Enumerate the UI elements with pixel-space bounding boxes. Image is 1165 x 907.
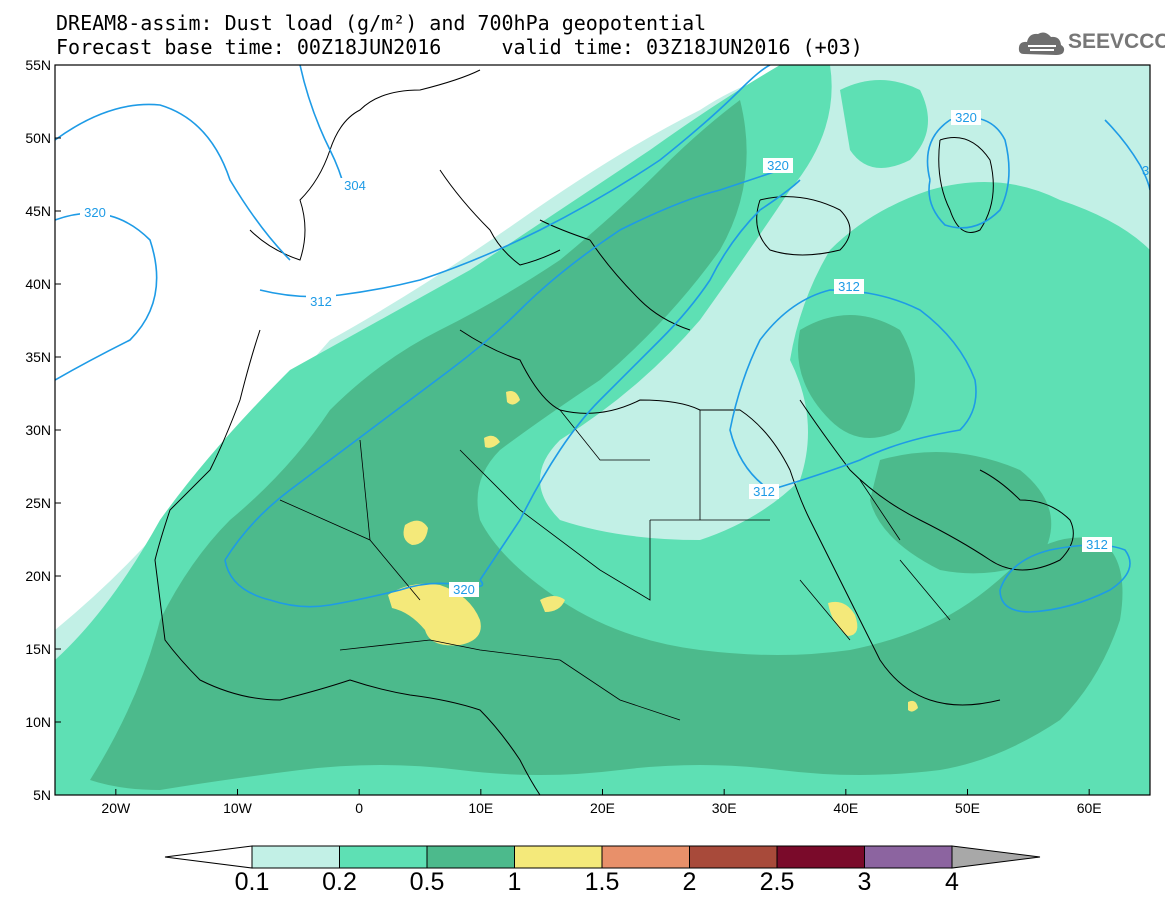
lon-tick-label: 10W	[223, 800, 253, 816]
contour-label: 312	[838, 279, 860, 294]
contour-label: 320	[767, 158, 789, 173]
contour-label: 312	[310, 294, 332, 309]
colorbar-level-label: 2	[682, 868, 697, 896]
lat-tick-label: 20N	[25, 568, 51, 584]
colorbar-max-arrow	[951, 845, 1041, 869]
colorbar-level-label: 0.1	[234, 868, 270, 896]
colorbar-swatch	[339, 845, 428, 869]
coastline-africa	[154, 329, 1001, 795]
colorbar-level-label: 4	[945, 868, 959, 896]
lat-tick-label: 50N	[25, 130, 51, 146]
contour-label: 320	[453, 582, 475, 597]
country-borders	[279, 409, 951, 721]
colorbar-level-label: 2.5	[759, 868, 795, 896]
contour-312-east	[729, 289, 977, 491]
lat-tick-label: 25N	[25, 495, 51, 511]
contour-label: 320	[84, 205, 106, 220]
colorbar-swatch	[776, 845, 865, 869]
lat-tick-label: 40N	[25, 276, 51, 292]
lon-tick-label: 20W	[101, 800, 131, 816]
colorbar-level-label: 0.2	[322, 868, 357, 896]
lat-tick-label: 30N	[25, 422, 51, 438]
colorbar-swatch	[601, 845, 690, 869]
colorbar-level-label: 3	[857, 868, 872, 896]
map-title: DREAM8-assim: Dust load (g/m²) and 700hP…	[56, 11, 707, 35]
contour-320-main	[224, 169, 781, 561]
colorbar-swatch	[251, 845, 340, 869]
colorbar-level-label: 0.5	[409, 868, 445, 896]
lon-tick-label: 30E	[712, 800, 737, 816]
coastline-arabia	[799, 399, 1074, 571]
contour-320-north	[55, 103, 291, 261]
colorbar-swatch	[864, 845, 953, 869]
lon-tick-label: 0	[355, 800, 363, 816]
lon-tick-label: 50E	[955, 800, 980, 816]
contour-304	[299, 65, 346, 191]
contour-label: 304	[344, 178, 366, 193]
colorbar	[164, 845, 1041, 869]
contour-312-main	[259, 65, 771, 298]
lat-tick-label: 10N	[25, 714, 51, 730]
contour-320-caspian	[926, 116, 1010, 229]
contour-label: 312	[1086, 537, 1108, 552]
colorbar-swatch	[689, 845, 778, 869]
lat-tick-label: 5N	[33, 787, 51, 803]
contour-320-med	[479, 179, 801, 581]
cloud-icon	[1018, 32, 1065, 55]
map-subtitle: Forecast base time: 00Z18JUN2016 valid t…	[56, 35, 863, 59]
dust-level-1	[388, 583, 481, 646]
lat-tick-label: 45N	[25, 203, 51, 219]
lon-tick-label: 60E	[1077, 800, 1102, 816]
logo-text: SEEVCCC	[1068, 30, 1165, 53]
lat-tick-label: 35N	[25, 349, 51, 365]
contour-312-arabia	[999, 544, 1131, 613]
colorbar-level-label: 1.5	[584, 868, 620, 896]
colorbar-min-arrow	[164, 845, 253, 869]
lat-tick-label: 55N	[25, 57, 51, 73]
dust-level-0-5	[90, 100, 1123, 790]
contour-320-ne	[1104, 119, 1150, 191]
coastline-black-caspian	[756, 137, 994, 256]
lon-tick-label: 40E	[833, 800, 858, 816]
lon-tick-label: 20E	[590, 800, 615, 816]
contour-label: 320	[1142, 163, 1164, 178]
lon-tick-label: 10E	[468, 800, 493, 816]
contour-label: 312	[753, 484, 775, 499]
colorbar-level-label: 1	[507, 868, 522, 896]
lat-tick-label: 15N	[25, 641, 51, 657]
colorbar-swatch	[426, 845, 515, 869]
contour-label: 320	[955, 110, 977, 125]
colorbar-swatch	[514, 845, 603, 869]
